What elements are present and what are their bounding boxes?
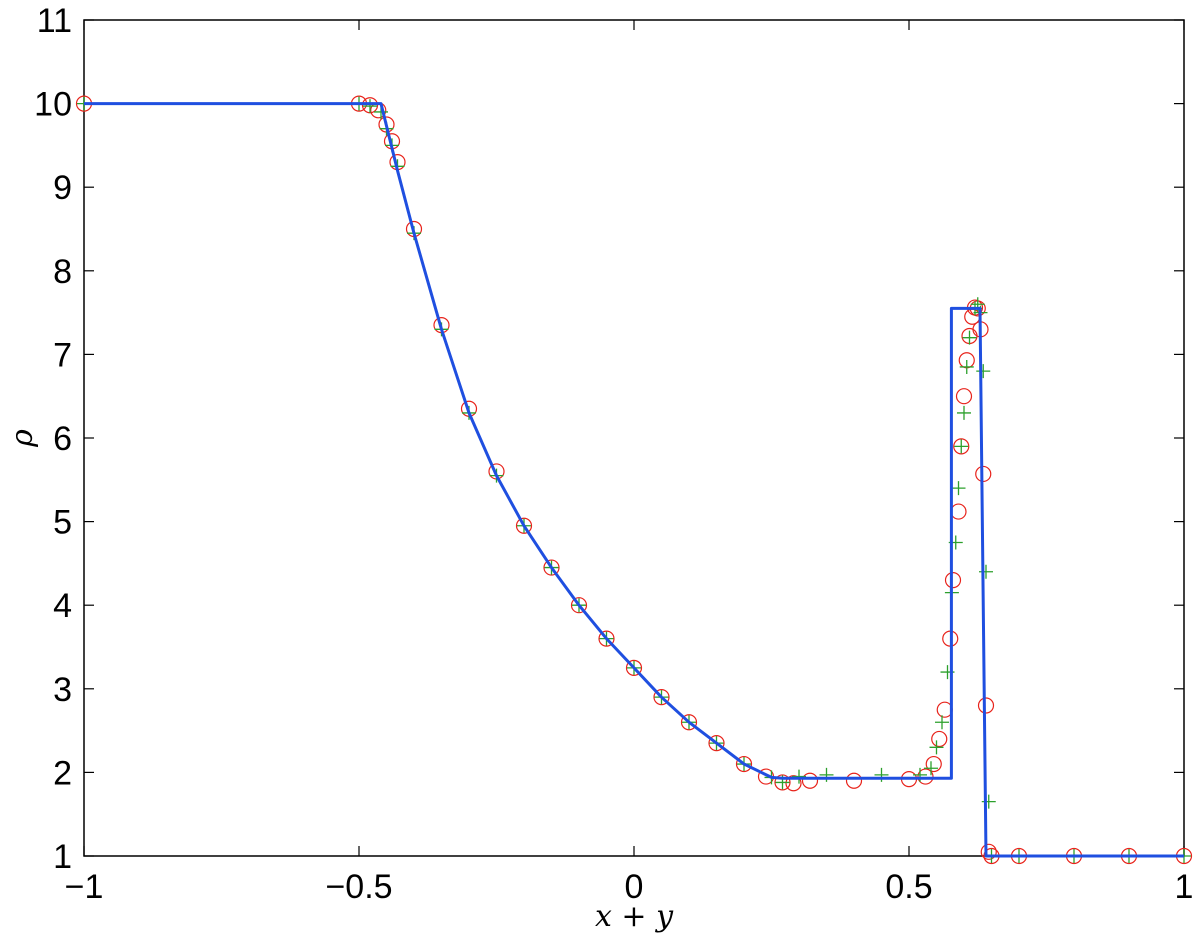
circle-marker: [680, 714, 698, 731]
circle-marker: [543, 559, 560, 576]
circle-marker: [980, 843, 997, 860]
series-line-exact: [84, 102, 1184, 858]
x-tick-label: −1: [65, 868, 104, 906]
circle-marker: [708, 735, 725, 752]
y-tick-label: 7: [53, 336, 72, 374]
circle-marker: [925, 755, 942, 773]
plus-marker: [951, 481, 966, 496]
plus-marker: [959, 359, 974, 374]
y-tick-label: 5: [53, 504, 72, 542]
plus-marker: [957, 405, 971, 420]
y-tick-label: 6: [53, 420, 72, 458]
circle-marker: [570, 597, 588, 614]
plus-marker: [363, 99, 377, 114]
y-tick-label: 1: [53, 838, 72, 876]
circle-marker: [598, 630, 615, 647]
y-tick-label: 11: [37, 2, 72, 40]
chart-series: [75, 95, 1193, 865]
plus-marker: [792, 769, 806, 784]
circle-marker: [515, 517, 533, 534]
plot-area: [83, 19, 1185, 857]
circle-marker: [625, 659, 643, 677]
plus-marker: [954, 439, 969, 454]
plus-marker: [979, 564, 993, 579]
circle-marker: [977, 697, 995, 714]
circle-marker: [735, 755, 753, 773]
y-tick-label: 10: [34, 86, 72, 124]
circle-marker: [953, 438, 970, 455]
circle-marker: [917, 768, 934, 785]
plus-marker: [962, 330, 977, 345]
circle-marker: [774, 774, 791, 791]
circle-marker: [944, 572, 962, 589]
x-tick-label: 1: [1175, 868, 1194, 906]
plus-marker: [929, 740, 944, 755]
circle-marker: [785, 775, 802, 792]
x-axis-ticks: −1 −0.5 0 0.5 1: [65, 20, 1194, 906]
x-tick-label: −0.5: [325, 868, 392, 906]
circle-marker: [845, 772, 863, 789]
plus-marker: [976, 364, 991, 379]
circle-marker: [653, 689, 670, 706]
y-axis-ticks: 1 2 3 4 5 6 7 8 9 10 11: [34, 2, 1184, 876]
plus-marker: [924, 761, 938, 776]
circle-marker: [955, 388, 973, 405]
x-tick-label: 0.5: [885, 868, 932, 906]
y-tick-label: 2: [53, 754, 72, 792]
circle-marker: [801, 772, 819, 789]
y-tick-label: 3: [53, 671, 72, 709]
y-axis-label: ρ: [5, 429, 40, 448]
y-tick-label: 4: [53, 587, 72, 625]
plus-marker: [935, 715, 949, 730]
x-axis-label: x + y: [595, 899, 674, 934]
x-tick-label: 0: [625, 868, 644, 906]
y-tick-label: 9: [53, 169, 72, 207]
circle-marker: [931, 730, 948, 748]
y-tick-label: 8: [53, 253, 72, 291]
